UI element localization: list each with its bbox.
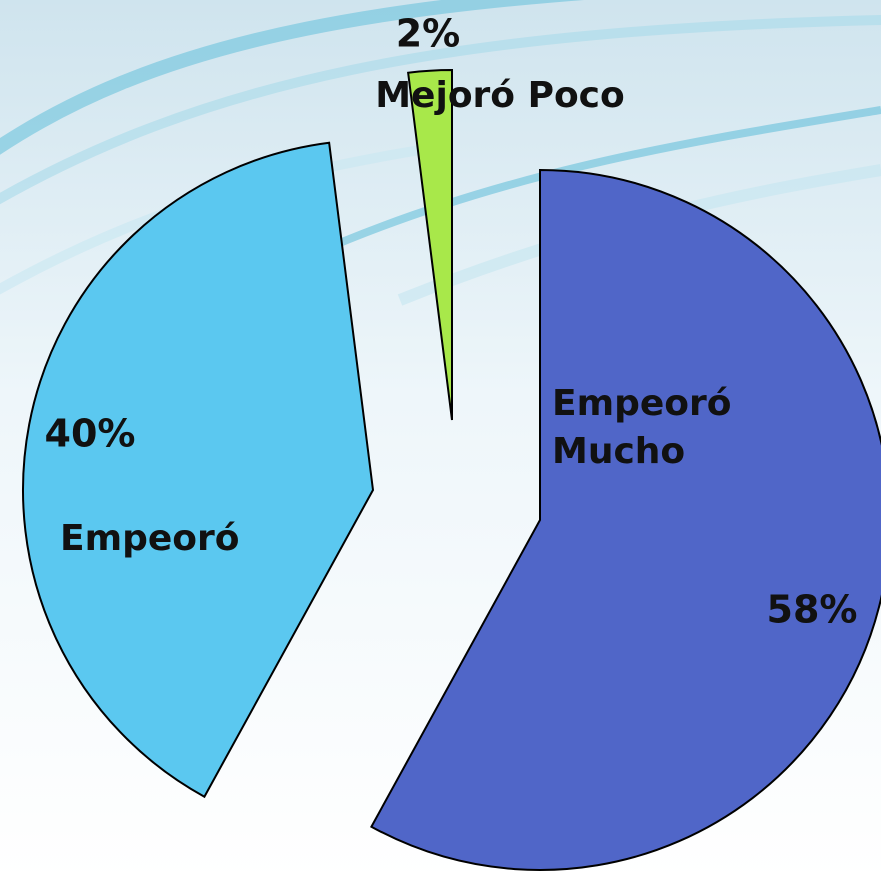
category-text: Mejoró Poco bbox=[375, 75, 625, 116]
slice-percent-label: 58% bbox=[767, 588, 858, 632]
slice-category-label: Mejoró Poco bbox=[375, 75, 625, 116]
pie-slice bbox=[22, 141, 375, 799]
category-text: Empeoró bbox=[60, 518, 240, 559]
pie-slice bbox=[370, 168, 881, 871]
category-text: Empeoró Mucho bbox=[552, 383, 732, 472]
pie-slice bbox=[407, 68, 453, 421]
slice-category-label: Empeoró bbox=[60, 518, 240, 559]
slice-category-label: Empeoró Mucho bbox=[552, 383, 732, 472]
slice-percent-label: 40% bbox=[45, 412, 136, 456]
slice-percent-label: 2% bbox=[396, 12, 461, 56]
